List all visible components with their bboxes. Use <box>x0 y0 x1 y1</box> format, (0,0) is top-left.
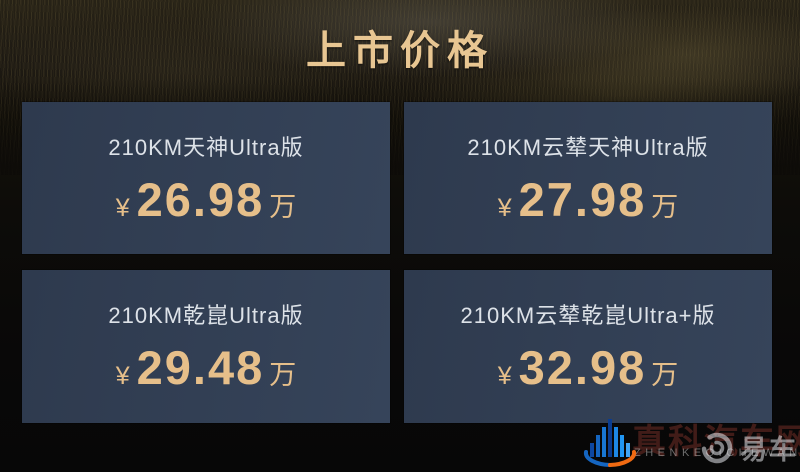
price-unit: 万 <box>651 360 679 390</box>
trim-name: 210KM乾崑Ultra版 <box>108 303 304 328</box>
trim-name: 210KM云辇乾崑Ultra+版 <box>460 303 716 328</box>
currency-symbol: ¥ <box>115 362 130 390</box>
price-card-yunnian-qiankun-ultra-plus: 210KM云辇乾崑Ultra+版 ¥ 32.98 万 <box>404 270 772 423</box>
price-unit: 万 <box>651 191 679 222</box>
currency-symbol: ¥ <box>115 193 130 222</box>
price-unit: 万 <box>269 191 297 222</box>
yiche-watermark: 易车 <box>700 428 798 467</box>
trim-name: 210KM天神Ultra版 <box>108 134 304 160</box>
building-bars-logo-icon <box>581 417 639 472</box>
price-value: 27.98 <box>518 172 647 226</box>
yiche-ring-icon <box>701 432 733 463</box>
price-cards-grid: 210KM天神Ultra版 ¥ 26.98 万 210KM云辇天神Ultra版 … <box>22 102 772 423</box>
currency-symbol: ¥ <box>497 193 512 222</box>
price-row: ¥ 29.48 万 <box>116 340 297 395</box>
page-title: 上市价格 <box>306 29 494 73</box>
price-value: 29.48 <box>136 341 265 394</box>
price-row: ¥ 26.98 万 <box>116 172 297 227</box>
price-card-qiankun-ultra: 210KM乾崑Ultra版 ¥ 29.48 万 <box>22 270 390 423</box>
price-card-tianshen-ultra: 210KM天神Ultra版 ¥ 26.98 万 <box>22 102 390 254</box>
price-row: ¥ 32.98 万 <box>498 340 679 395</box>
price-value: 26.98 <box>136 172 265 226</box>
price-row: ¥ 27.98 万 <box>498 172 679 227</box>
yiche-label: 易车 <box>740 435 798 465</box>
price-value: 32.98 <box>518 341 647 394</box>
currency-symbol: ¥ <box>497 362 512 390</box>
trim-name: 210KM云辇天神Ultra版 <box>467 134 709 160</box>
price-unit: 万 <box>269 360 297 390</box>
price-card-yunnian-tianshen-ultra: 210KM云辇天神Ultra版 ¥ 27.98 万 <box>404 102 772 254</box>
